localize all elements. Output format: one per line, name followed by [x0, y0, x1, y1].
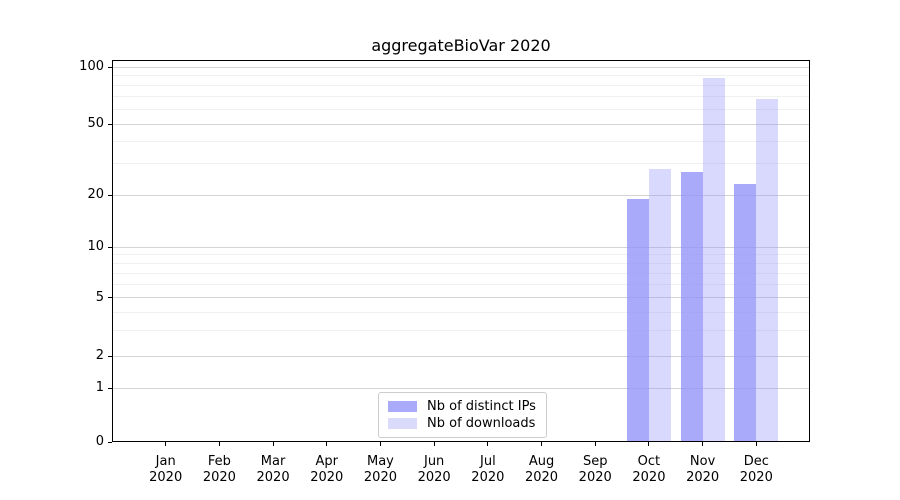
minor-gridline — [112, 284, 810, 286]
x-tickmark — [755, 442, 757, 446]
legend-swatch-downloads — [388, 418, 417, 429]
x-tick-label: Jul 2020 — [471, 454, 505, 485]
y-tickmark — [108, 123, 112, 125]
legend-label-distinct-ips: Nb of distinct IPs — [427, 398, 536, 414]
minor-gridline — [112, 108, 810, 110]
chart-title: aggregateBioVar 2020 — [371, 36, 551, 55]
x-tick-label: Dec 2020 — [739, 454, 773, 485]
x-tick-label: May 2020 — [363, 454, 397, 485]
y-tick-label: 5 — [95, 289, 104, 305]
major-gridline — [112, 123, 810, 125]
legend: Nb of distinct IPs Nb of downloads — [378, 392, 547, 438]
y-tick-label: 100 — [79, 59, 104, 75]
y-tickmark — [108, 355, 112, 357]
y-tickmark — [108, 246, 112, 248]
y-tick-label: 0 — [95, 434, 104, 449]
bar-downloads — [702, 77, 725, 442]
x-tickmark — [594, 442, 596, 446]
x-tickmark — [272, 442, 274, 446]
x-tickmark — [165, 442, 167, 446]
bar-downloads — [648, 169, 671, 442]
minor-gridline — [112, 311, 810, 313]
x-tickmark — [218, 442, 220, 446]
minor-gridline — [112, 254, 810, 256]
x-tickmark — [487, 442, 489, 446]
x-tickmark — [433, 442, 435, 446]
bar-distinct-ips — [734, 184, 757, 442]
x-tick-label: Nov 2020 — [686, 454, 720, 485]
legend-item-distinct-ips: Nb of distinct IPs — [388, 399, 537, 415]
legend-label-downloads: Nb of downloads — [427, 415, 536, 431]
y-tickmark — [108, 297, 112, 299]
minor-gridline — [112, 96, 810, 98]
y-tickmark — [108, 441, 112, 443]
y-tickmark — [108, 66, 112, 68]
major-gridline — [112, 355, 810, 357]
y-tick-label: 1 — [95, 380, 104, 396]
x-tick-label: Jan 2020 — [149, 454, 183, 485]
major-gridline — [112, 66, 810, 68]
minor-gridline — [112, 140, 810, 142]
y-tick-label: 50 — [87, 116, 104, 132]
y-tickmark — [108, 387, 112, 389]
minor-gridline — [112, 85, 810, 87]
x-tick-label: Oct 2020 — [632, 454, 666, 485]
x-tickmark — [541, 442, 543, 446]
x-tickmark — [648, 442, 650, 446]
bar-distinct-ips — [626, 199, 649, 442]
x-tick-label: Feb 2020 — [202, 454, 236, 485]
major-gridline — [112, 297, 810, 299]
minor-gridline — [112, 75, 810, 77]
legend-item-downloads: Nb of downloads — [388, 416, 537, 432]
legend-swatch-distinct-ips — [388, 401, 417, 412]
major-gridline — [112, 194, 810, 196]
y-tickmark — [108, 194, 112, 196]
x-tickmark — [326, 442, 328, 446]
x-tickmark — [379, 442, 381, 446]
y-tick-label: 20 — [87, 187, 104, 203]
minor-gridline — [112, 272, 810, 274]
minor-gridline — [112, 329, 810, 331]
major-gridline — [112, 246, 810, 248]
x-tick-label: Sep 2020 — [578, 454, 612, 485]
minor-gridline — [112, 163, 810, 165]
y-tick-label: 2 — [95, 348, 104, 364]
bar-downloads — [756, 98, 779, 442]
x-tick-label: Apr 2020 — [310, 454, 344, 485]
y-tick-label: 10 — [87, 239, 104, 255]
x-tick-label: Aug 2020 — [524, 454, 559, 485]
major-gridline — [112, 387, 810, 389]
minor-gridline — [112, 263, 810, 265]
x-tick-label: Mar 2020 — [256, 454, 290, 485]
bar-distinct-ips — [680, 171, 703, 442]
x-tick-label: Jun 2020 — [417, 454, 451, 485]
x-tickmark — [702, 442, 704, 446]
